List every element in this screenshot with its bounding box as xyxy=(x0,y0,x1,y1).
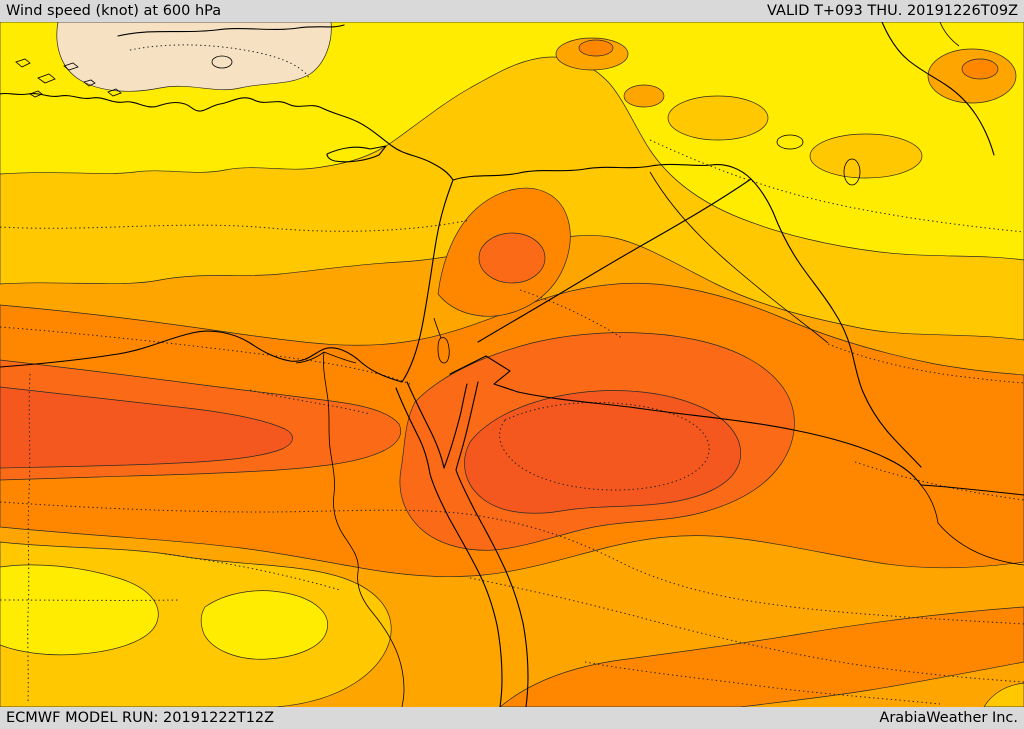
contour-bands xyxy=(0,22,1024,707)
persian-gulf-coast xyxy=(920,484,1024,566)
cyprus-island xyxy=(326,145,387,163)
valid-time-label: VALID T+093 THU. 20191226T09Z xyxy=(767,3,1018,19)
aegean-islands xyxy=(15,58,122,98)
dotted-contour-lines xyxy=(0,44,1024,705)
bottom-bar: ECMWF MODEL RUN: 20191222T12Z ArabiaWeat… xyxy=(0,707,1024,729)
saudi-iraq-border xyxy=(517,391,922,486)
iran-iraq-border xyxy=(772,211,922,468)
caspian-coastline xyxy=(881,22,995,156)
sinai-coastline xyxy=(406,381,468,469)
euphrates-river xyxy=(649,171,829,344)
map-title: Wind speed (knot) at 600 hPa xyxy=(6,3,222,19)
caucasus-line xyxy=(939,22,960,47)
syria-iraq-border xyxy=(477,178,752,343)
lake-urmia xyxy=(843,158,861,186)
model-run-label: ECMWF MODEL RUN: 20191222T12Z xyxy=(6,710,275,726)
map-canvas xyxy=(0,22,1024,707)
border-to-east-edge xyxy=(920,484,1024,496)
red-sea-east-coast xyxy=(455,381,529,707)
jordan-saudi-border xyxy=(449,355,519,393)
black-sea-coastline xyxy=(117,24,345,37)
dead-sea xyxy=(433,317,450,364)
mediterranean-coastline xyxy=(0,92,454,383)
coastlines-and-borders xyxy=(0,22,1024,707)
top-bar: Wind speed (knot) at 600 hPa VALID T+093… xyxy=(0,0,1024,22)
provider-label: ArabiaWeather Inc. xyxy=(879,710,1018,726)
lake-van xyxy=(776,134,804,150)
lake-tuz xyxy=(211,55,233,69)
wind-speed-map-svg xyxy=(0,22,1024,707)
nile-river xyxy=(295,351,405,707)
red-sea-west-coast xyxy=(395,387,503,707)
